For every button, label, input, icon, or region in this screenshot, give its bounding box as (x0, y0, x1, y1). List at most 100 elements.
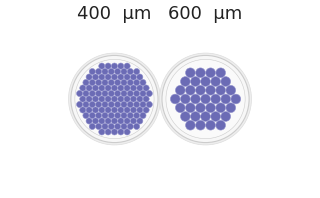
Circle shape (115, 90, 121, 97)
Circle shape (118, 129, 124, 135)
Circle shape (137, 107, 143, 113)
Circle shape (133, 90, 140, 97)
Circle shape (80, 96, 86, 102)
Circle shape (105, 85, 111, 91)
Circle shape (115, 101, 121, 108)
Circle shape (111, 118, 117, 124)
Circle shape (130, 96, 137, 102)
Circle shape (127, 79, 133, 86)
Circle shape (111, 129, 117, 135)
Circle shape (92, 85, 99, 91)
Circle shape (146, 101, 152, 108)
Circle shape (102, 101, 108, 108)
Circle shape (124, 74, 130, 80)
Circle shape (99, 118, 105, 124)
Circle shape (130, 118, 137, 124)
Circle shape (83, 90, 89, 97)
Circle shape (140, 79, 146, 86)
Circle shape (99, 85, 105, 91)
Circle shape (211, 94, 220, 104)
Circle shape (186, 85, 195, 95)
Circle shape (118, 85, 124, 91)
Circle shape (115, 112, 121, 119)
Circle shape (143, 96, 149, 102)
Circle shape (166, 59, 245, 139)
Circle shape (127, 112, 133, 119)
Circle shape (201, 77, 210, 86)
Circle shape (133, 123, 140, 129)
Circle shape (180, 94, 190, 104)
Circle shape (111, 107, 117, 113)
Circle shape (180, 77, 190, 86)
Circle shape (75, 59, 154, 139)
Circle shape (146, 90, 152, 97)
Circle shape (102, 90, 108, 97)
Circle shape (89, 101, 95, 108)
Circle shape (118, 63, 124, 69)
Circle shape (143, 85, 149, 91)
Circle shape (68, 53, 160, 145)
Circle shape (124, 129, 130, 135)
Circle shape (124, 85, 130, 91)
Circle shape (111, 63, 117, 69)
Circle shape (140, 112, 146, 119)
Circle shape (96, 79, 102, 86)
Circle shape (124, 96, 130, 102)
Circle shape (118, 118, 124, 124)
Circle shape (186, 103, 195, 113)
Circle shape (206, 68, 215, 78)
Circle shape (83, 101, 89, 108)
Circle shape (115, 79, 121, 86)
Circle shape (76, 90, 83, 97)
Circle shape (86, 74, 92, 80)
Circle shape (201, 94, 210, 104)
Circle shape (105, 129, 111, 135)
Circle shape (115, 123, 121, 129)
Circle shape (216, 68, 226, 78)
Circle shape (121, 69, 127, 75)
Text: 400  μm: 400 μm (77, 5, 152, 23)
Circle shape (92, 74, 99, 80)
Circle shape (231, 94, 241, 104)
Circle shape (92, 96, 99, 102)
Circle shape (175, 103, 185, 113)
Circle shape (105, 118, 111, 124)
Circle shape (226, 103, 236, 113)
Circle shape (115, 69, 121, 75)
Circle shape (102, 123, 108, 129)
Circle shape (80, 85, 86, 91)
Circle shape (143, 107, 149, 113)
Circle shape (211, 77, 220, 86)
Circle shape (191, 112, 200, 121)
Circle shape (130, 74, 137, 80)
Circle shape (133, 112, 140, 119)
Circle shape (96, 101, 102, 108)
Circle shape (201, 112, 210, 121)
Circle shape (118, 74, 124, 80)
Circle shape (206, 120, 215, 130)
Circle shape (86, 96, 92, 102)
Circle shape (124, 107, 130, 113)
Circle shape (83, 79, 89, 86)
Circle shape (186, 68, 195, 78)
Circle shape (99, 74, 105, 80)
Circle shape (124, 118, 130, 124)
Circle shape (196, 120, 205, 130)
Circle shape (221, 94, 231, 104)
Circle shape (196, 68, 205, 78)
Circle shape (140, 90, 146, 97)
Circle shape (196, 103, 205, 113)
Circle shape (108, 123, 114, 129)
Circle shape (108, 69, 114, 75)
Circle shape (108, 112, 114, 119)
Circle shape (206, 103, 215, 113)
Circle shape (127, 101, 133, 108)
Circle shape (108, 90, 114, 97)
Circle shape (105, 63, 111, 69)
Circle shape (89, 79, 95, 86)
Circle shape (175, 85, 185, 95)
Circle shape (99, 107, 105, 113)
Circle shape (127, 69, 133, 75)
Circle shape (137, 96, 143, 102)
Circle shape (96, 123, 102, 129)
